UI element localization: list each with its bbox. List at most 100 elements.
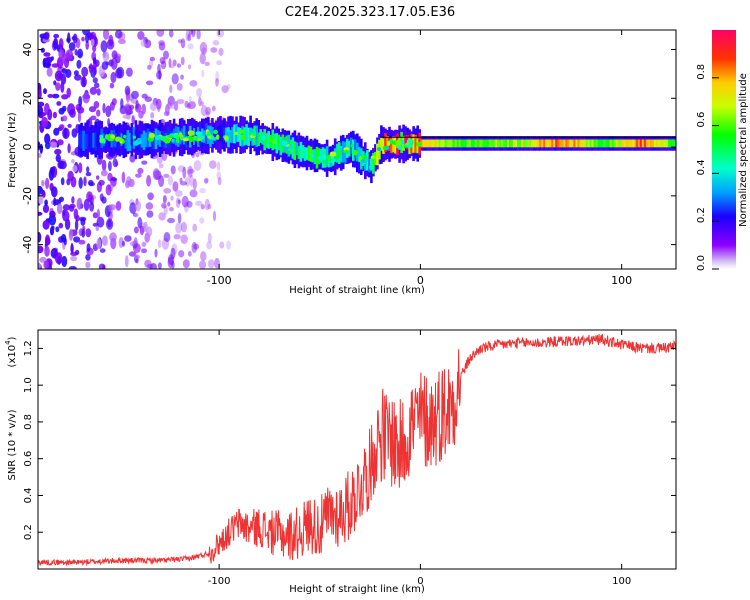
noise-blob [141,160,148,165]
noise-blob [151,263,157,269]
noise-blob [96,109,101,117]
ridge-core [488,139,492,148]
noise-blob [158,69,162,80]
ridge-core [227,127,230,148]
noise-blob [146,175,152,187]
noise-blob [92,56,97,65]
ridge-core [390,137,393,154]
noise-blob [120,98,124,109]
noise-blob [74,49,78,56]
ridge-core [539,139,542,148]
ridge-spot [171,138,175,143]
noise-blob [51,186,58,198]
noise-blob [58,222,64,229]
noise-blob [47,108,53,121]
ridge-spot [284,146,289,151]
ridge-core [504,139,508,148]
noise-blob [163,173,170,178]
noise-blob [154,248,158,258]
noise-blob [129,104,135,111]
ridge-core [94,132,98,151]
snr-multiplier-exp: 4 [4,340,12,345]
noise-blob [38,231,42,243]
ridge-core [86,134,89,148]
ridge-core [372,153,375,174]
spectrogram-ytick-label: -40 [21,236,34,254]
noise-blob [156,30,165,37]
noise-blob [170,165,176,175]
ridge-core [659,139,663,148]
ridge-core [434,139,438,148]
noise-blob [177,212,182,224]
ridge-core [301,145,305,159]
noise-blob [66,37,71,43]
noise-blob [133,243,141,254]
noise-blob [51,225,55,231]
ridge-core [480,139,484,148]
ridge-spot [176,138,180,144]
noise-blob [82,92,90,104]
snr-series-line [38,333,676,567]
noise-blob [99,248,106,253]
ridge-spot [397,145,402,151]
noise-blob [101,61,109,70]
noise-blob [49,141,58,148]
snr-multiplier: (x104) [4,336,18,367]
ridge-core [476,139,480,148]
ridge-spot [159,135,166,141]
noise-blob [216,171,222,180]
noise-blob [193,243,200,250]
noise-blob [198,260,207,269]
ridge-core [82,130,85,151]
ridge-core [229,130,232,143]
noise-blob [125,67,133,77]
noise-blob [90,115,97,121]
spectrogram-xtick-label: -100 [207,274,232,287]
noise-blob [216,161,221,171]
ridge-spot [387,140,391,147]
ridge-core [663,139,667,148]
noise-blob [81,66,89,77]
ridge-core [531,139,534,148]
ridge-core [464,139,468,148]
ridge-core [257,132,261,146]
noise-blob [210,47,218,53]
noise-blob [125,93,130,103]
noise-blob [163,50,169,60]
ridge-core [581,139,585,148]
noise-blob [170,247,176,260]
noise-blob [89,86,98,95]
noise-blob [219,241,225,249]
noise-blob [38,245,44,254]
noise-blob [49,210,56,218]
snr-ticks: -100 0 100 0.2 0.4 0.6 0.8 1.0 1.2 [23,330,676,587]
noise-blob [192,223,198,232]
noise-blob [88,182,95,187]
noise-blob [184,201,189,213]
noise-blob [86,243,91,253]
spectrogram-ytick-label: 20 [21,91,34,105]
ridge-core [368,158,371,173]
noise-blob [88,63,94,74]
noise-blob [176,99,185,104]
ridge-core [462,139,466,148]
noise-blob [206,241,213,250]
noise-blob [189,80,198,87]
ridge-core [611,139,615,148]
ridge-core [585,139,589,148]
ridge-core [460,139,464,148]
ridge-core [651,139,655,148]
ridge-core [533,139,536,148]
noise-blob [92,44,97,53]
snr-plot-area [38,330,676,569]
ridge-core [380,137,383,151]
ridge-core [589,139,593,148]
noise-blob [137,31,145,40]
noise-blob [88,106,97,113]
noise-blob [93,67,97,76]
ridge-core [571,139,574,148]
noise-blob [100,169,108,177]
noise-blob [167,201,171,207]
ridge-spot [336,155,340,159]
ridge-spot [206,131,211,137]
